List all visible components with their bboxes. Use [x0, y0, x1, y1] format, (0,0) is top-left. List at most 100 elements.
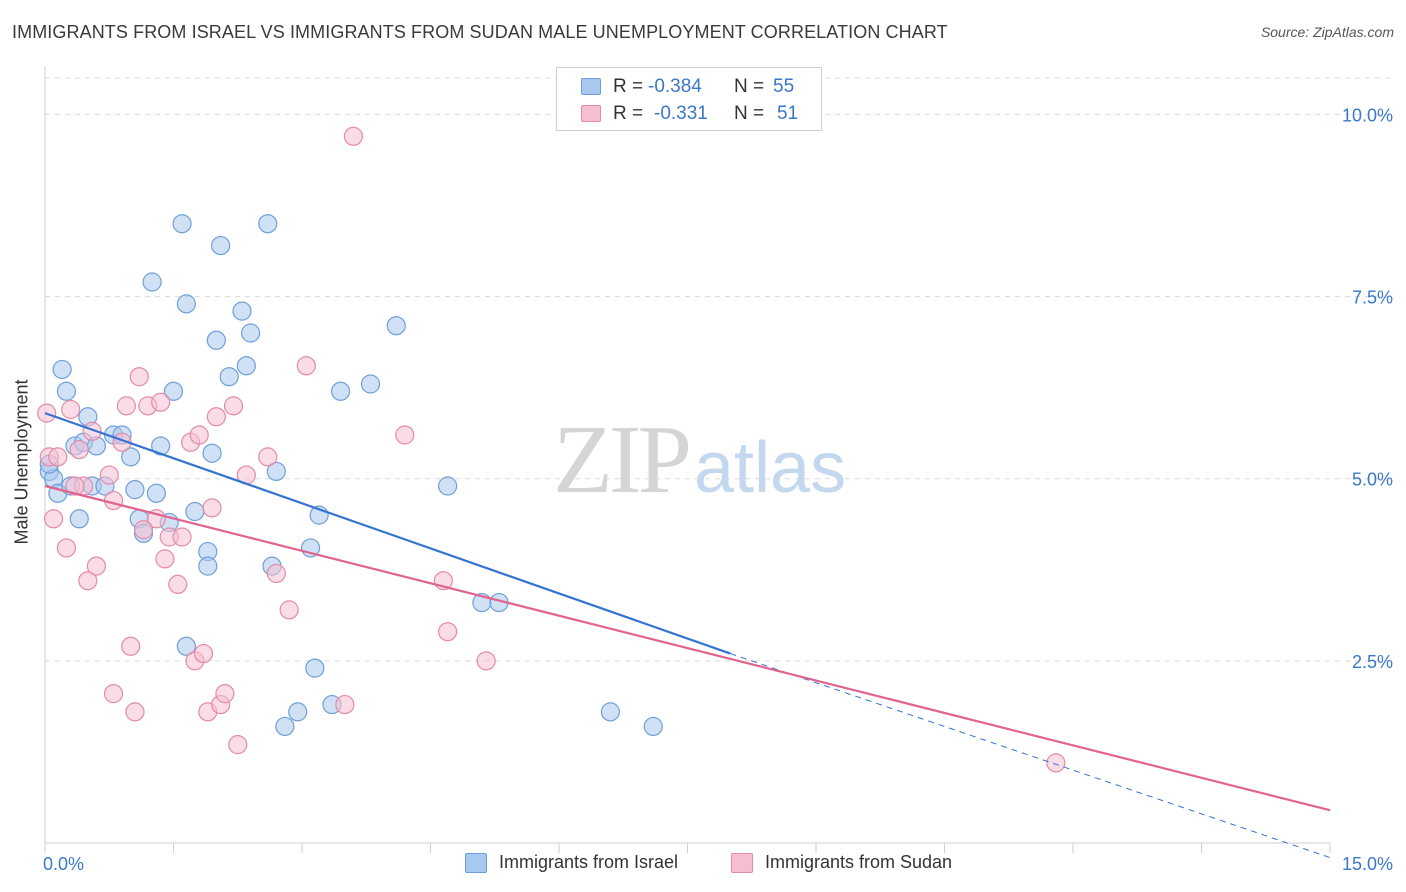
israel-trend-line: [44, 412, 731, 655]
sudan-point: [168, 574, 188, 594]
tick-labels: 2.5% 5.0% 7.5% 10.0% 0.0% 15.0%: [43, 105, 1393, 874]
r-label: R =: [613, 103, 644, 124]
israel-point: [258, 214, 278, 234]
sudan-point: [335, 694, 355, 715]
sudan-point: [266, 563, 286, 584]
israel-point: [360, 374, 381, 394]
sudan-point: [438, 622, 458, 642]
sudan-point: [193, 643, 214, 664]
legend-label-israel: Immigrants from Israel: [499, 852, 679, 872]
israel-point: [241, 323, 261, 343]
legend-row-sudan: R = -0.331 N = 51: [557, 100, 821, 128]
sudan-point: [133, 520, 154, 540]
israel-point: [69, 509, 89, 529]
israel-point: [176, 636, 196, 656]
r-value: -0.331: [654, 103, 708, 124]
israel-point: [236, 356, 256, 376]
sudan-point: [65, 476, 85, 496]
sudan-point: [151, 392, 171, 412]
sudan-point: [395, 425, 415, 445]
sudan-point: [48, 447, 68, 467]
israel-point: [56, 381, 77, 401]
sudan-point: [82, 421, 102, 441]
sudan-point: [223, 396, 244, 416]
watermark: ZIPatlas: [553, 402, 846, 516]
sudan-point: [99, 465, 119, 485]
watermark-zip: ZIP: [553, 406, 692, 514]
legend-label-sudan: Immigrants from Sudan: [765, 852, 953, 872]
israel-point: [305, 658, 325, 678]
x-tick-label: 15.0%: [1342, 854, 1393, 874]
r-value: -0.384: [648, 76, 702, 97]
sudan-point: [121, 636, 141, 656]
israel-swatch: [465, 853, 487, 873]
israel-point: [275, 716, 295, 737]
israel-point: [219, 367, 239, 387]
chart-title: IMMIGRANTS FROM ISRAEL VS IMMIGRANTS FRO…: [12, 22, 948, 42]
y-tick-label: 7.5%: [1352, 288, 1393, 308]
sudan-point: [476, 651, 496, 671]
sudan-point: [202, 498, 222, 518]
israel-point: [600, 702, 621, 722]
r-label: R =: [613, 76, 644, 97]
israel-point: [185, 501, 205, 522]
israel-point: [266, 461, 286, 482]
sudan-point: [189, 425, 209, 445]
israel-point: [172, 214, 192, 234]
israel-point: [121, 447, 141, 467]
sudan-point: [172, 527, 192, 547]
sudan-point: [155, 549, 175, 569]
sudan-point: [56, 538, 77, 558]
sudan-point: [69, 439, 89, 460]
sudan-point: [43, 509, 64, 529]
n-label: N =: [734, 103, 765, 124]
sudan-point: [103, 684, 124, 704]
sudan-point: [125, 702, 145, 722]
israel-point: [125, 480, 145, 500]
israel-point: [142, 272, 162, 292]
israel-point: [146, 483, 166, 503]
n-value: 55: [773, 76, 795, 97]
israel-point: [176, 294, 196, 314]
sudan-point: [206, 407, 226, 427]
sudan-point: [116, 396, 136, 416]
series-legend: Immigrants from Israel Immigrants from S…: [0, 851, 1406, 877]
sudan-point: [343, 126, 363, 146]
israel-point: [643, 716, 663, 737]
legend-row-israel: R = -0.384 N = 55: [557, 73, 821, 101]
israel-point: [386, 316, 406, 336]
sudan-point: [279, 600, 299, 620]
y-tick-label: 5.0%: [1352, 470, 1393, 490]
sudan-point: [228, 735, 248, 755]
trend-lines: [44, 412, 1331, 859]
israel-swatch: [581, 78, 601, 95]
israel-point: [206, 330, 226, 350]
y-tick-label: 10.0%: [1342, 105, 1393, 125]
sudan-point: [1046, 753, 1066, 773]
israel-point: [211, 235, 231, 256]
sudan-point: [129, 367, 149, 387]
y-axis-title: Male Unemployment: [11, 379, 32, 545]
sudan-point: [86, 556, 107, 576]
sudan-point: [215, 684, 235, 704]
israel-points: [39, 214, 663, 737]
israel-point: [163, 381, 184, 401]
israel-point: [288, 702, 308, 722]
sudan-points: [37, 126, 1066, 773]
y-axis-title-wrap: Male Unemployment: [0, 0, 44, 892]
x-tick-label: 0.0%: [43, 854, 84, 874]
axes: [44, 66, 1331, 853]
n-value: 51: [777, 103, 799, 124]
correlation-legend: R = -0.384 N = 55 R = -0.331 N = 51: [556, 67, 822, 131]
israel-point: [330, 381, 351, 401]
israel-point: [232, 301, 252, 321]
israel-point: [151, 436, 171, 456]
israel-point: [52, 359, 72, 380]
sudan-point: [296, 356, 316, 376]
israel-trend-extension: [730, 653, 1331, 859]
watermark-atlas: atlas: [694, 428, 847, 508]
sudan-point: [61, 399, 81, 420]
sudan-swatch: [731, 853, 753, 873]
n-label: N =: [734, 76, 765, 97]
